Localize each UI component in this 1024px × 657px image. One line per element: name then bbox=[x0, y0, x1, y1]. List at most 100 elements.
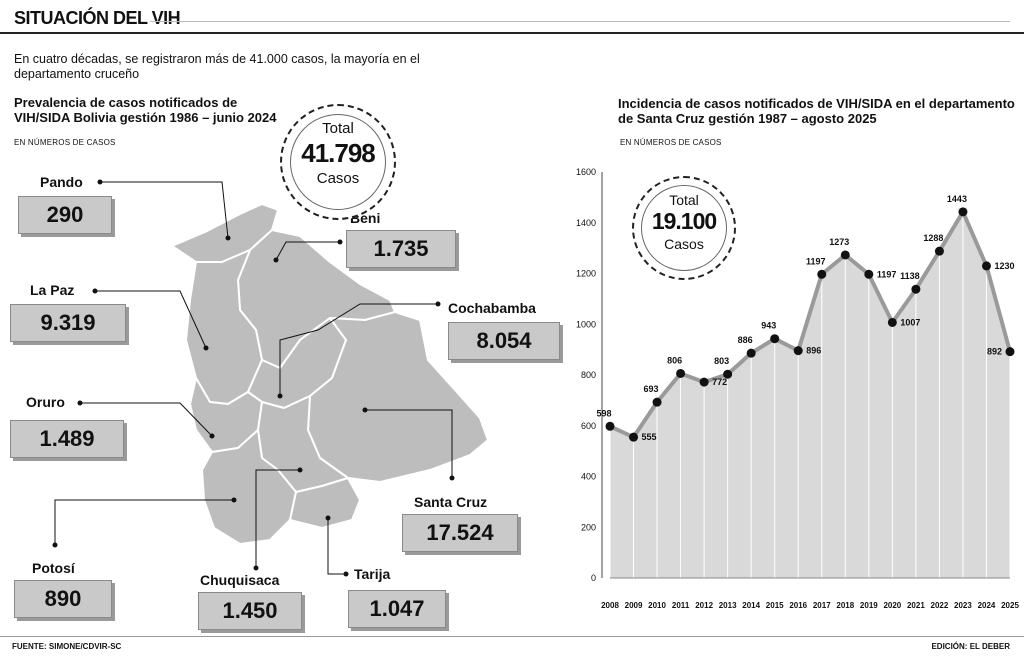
map-leader-lines bbox=[52, 179, 455, 577]
data-point bbox=[629, 432, 639, 442]
area-chart: 0 200 400 600 800 1000 1200 1400 1600 598 555 693 80… bbox=[576, 167, 1019, 610]
data-point bbox=[723, 369, 733, 379]
data-point bbox=[793, 346, 803, 356]
map-title-line1: Prevalencia de casos notificados de bbox=[14, 95, 238, 110]
x-tick-label: 2008 bbox=[601, 601, 619, 610]
header-divider bbox=[0, 32, 1024, 34]
dept-value-pando: 290 bbox=[18, 196, 112, 234]
dept-value-tarija: 1.047 bbox=[348, 590, 446, 628]
dept-label-chuquisaca: Chuquisaca bbox=[200, 572, 280, 588]
y-tick-label: 800 bbox=[581, 370, 596, 380]
page-title: SITUACIÓN DEL VIH bbox=[14, 8, 181, 28]
data-label: 1007 bbox=[900, 317, 920, 327]
data-label: 943 bbox=[761, 321, 776, 331]
data-label: 1138 bbox=[900, 271, 920, 281]
x-tick-label: 2021 bbox=[907, 601, 925, 610]
data-point bbox=[958, 207, 968, 217]
data-point bbox=[746, 348, 756, 358]
data-label: 1230 bbox=[994, 261, 1014, 271]
data-label: 892 bbox=[987, 347, 1002, 357]
data-point bbox=[887, 317, 897, 327]
x-tick-label: 2018 bbox=[836, 601, 854, 610]
map-region-santacruz bbox=[307, 311, 489, 483]
dept-value-oruro: 1.489 bbox=[10, 420, 124, 458]
y-tick-label: 1400 bbox=[576, 218, 596, 228]
data-label: 555 bbox=[642, 432, 657, 442]
y-tick-label: 0 bbox=[591, 573, 596, 583]
map-total-label-bottom: Casos bbox=[316, 170, 360, 187]
y-tick-label: 1000 bbox=[576, 319, 596, 329]
x-tick-label: 2010 bbox=[648, 601, 666, 610]
data-label: 1197 bbox=[877, 269, 897, 279]
dept-label-oruro: Oruro bbox=[26, 394, 65, 410]
chart-unit-note: EN NÚMEROS DE CASOS bbox=[620, 138, 722, 147]
data-point bbox=[911, 284, 921, 294]
dept-value-chuquisaca: 1.450 bbox=[198, 592, 302, 630]
x-tick-label: 2011 bbox=[672, 601, 690, 610]
chart-total-badge: Total 19.100 Casos bbox=[632, 176, 736, 280]
map-title-line2: VIH/SIDA Bolivia gestión 1986 – junio 20… bbox=[14, 110, 277, 125]
header-rule bbox=[150, 21, 1010, 22]
x-tick-label: 2013 bbox=[719, 601, 737, 610]
chart-total-value: 19.100 bbox=[651, 208, 717, 234]
data-point bbox=[770, 334, 780, 344]
x-tick-label: 2020 bbox=[883, 601, 901, 610]
data-point bbox=[981, 261, 991, 271]
data-point bbox=[817, 269, 827, 279]
dept-value-lapaz: 9.319 bbox=[10, 304, 126, 342]
y-tick-label: 400 bbox=[581, 472, 596, 482]
map-unit-note: EN NÚMEROS DE CASOS bbox=[14, 138, 116, 147]
map-total-badge: Total 41.798 Casos bbox=[280, 104, 396, 220]
dept-label-potosi: Potosí bbox=[32, 560, 75, 576]
data-point bbox=[864, 269, 874, 279]
data-label: 1197 bbox=[806, 256, 826, 266]
data-point bbox=[840, 250, 850, 260]
chart-total-label-top: Total bbox=[669, 192, 699, 208]
data-point bbox=[652, 397, 662, 407]
y-tick-label: 600 bbox=[581, 421, 596, 431]
map-region-tarija bbox=[289, 477, 361, 529]
y-tick-label: 1600 bbox=[576, 167, 596, 177]
data-label: 803 bbox=[714, 356, 729, 366]
data-point bbox=[1005, 347, 1015, 357]
data-label: 598 bbox=[596, 408, 611, 418]
x-tick-label: 2022 bbox=[931, 601, 949, 610]
chart-title: Incidencia de casos notificados de VIH/S… bbox=[618, 96, 1015, 126]
dept-label-santacruz: Santa Cruz bbox=[414, 494, 488, 510]
page-subtitle: En cuatro décadas, se registraron más de… bbox=[14, 52, 420, 81]
x-tick-label: 2015 bbox=[766, 601, 784, 610]
dept-label-lapaz: La Paz bbox=[30, 282, 75, 298]
area-fill bbox=[610, 211, 1010, 578]
x-tick-label: 2012 bbox=[695, 601, 713, 610]
footer-rule bbox=[0, 636, 1024, 637]
chart-total-label-bottom: Casos bbox=[664, 236, 704, 252]
dept-value-potosi: 890 bbox=[14, 580, 112, 618]
y-tick-label: 200 bbox=[581, 522, 596, 532]
data-label: 1288 bbox=[923, 233, 943, 243]
dept-label-cochabamba: Cochabamba bbox=[448, 300, 536, 316]
x-tick-label: 2009 bbox=[625, 601, 643, 610]
series-line bbox=[609, 209, 1012, 440]
data-point bbox=[605, 421, 615, 431]
dept-value-cochabamba: 8.054 bbox=[448, 322, 560, 360]
data-label: 772 bbox=[712, 377, 727, 387]
x-tick-label: 2025 bbox=[1001, 601, 1019, 610]
x-tick-label: 2016 bbox=[789, 601, 807, 610]
x-tick-label: 2024 bbox=[978, 601, 996, 610]
data-label: 896 bbox=[806, 346, 821, 356]
dept-label-tarija: Tarija bbox=[354, 566, 391, 582]
footer-credit: EDICIÓN: EL DEBER bbox=[931, 642, 1010, 651]
y-tick-label: 1200 bbox=[576, 269, 596, 279]
data-label: 1273 bbox=[829, 237, 849, 247]
x-tick-label: 2014 bbox=[742, 601, 760, 610]
dept-value-santacruz: 17.524 bbox=[402, 514, 518, 552]
x-tick-label: 2023 bbox=[954, 601, 972, 610]
x-tick-label: 2019 bbox=[860, 601, 878, 610]
data-point bbox=[676, 368, 686, 378]
data-label: 1443 bbox=[947, 194, 967, 204]
data-label: 693 bbox=[644, 384, 659, 394]
data-point bbox=[934, 246, 944, 256]
map-total-value: 41.798 bbox=[301, 138, 376, 168]
dept-value-beni: 1.735 bbox=[346, 230, 456, 268]
data-point bbox=[699, 377, 709, 387]
